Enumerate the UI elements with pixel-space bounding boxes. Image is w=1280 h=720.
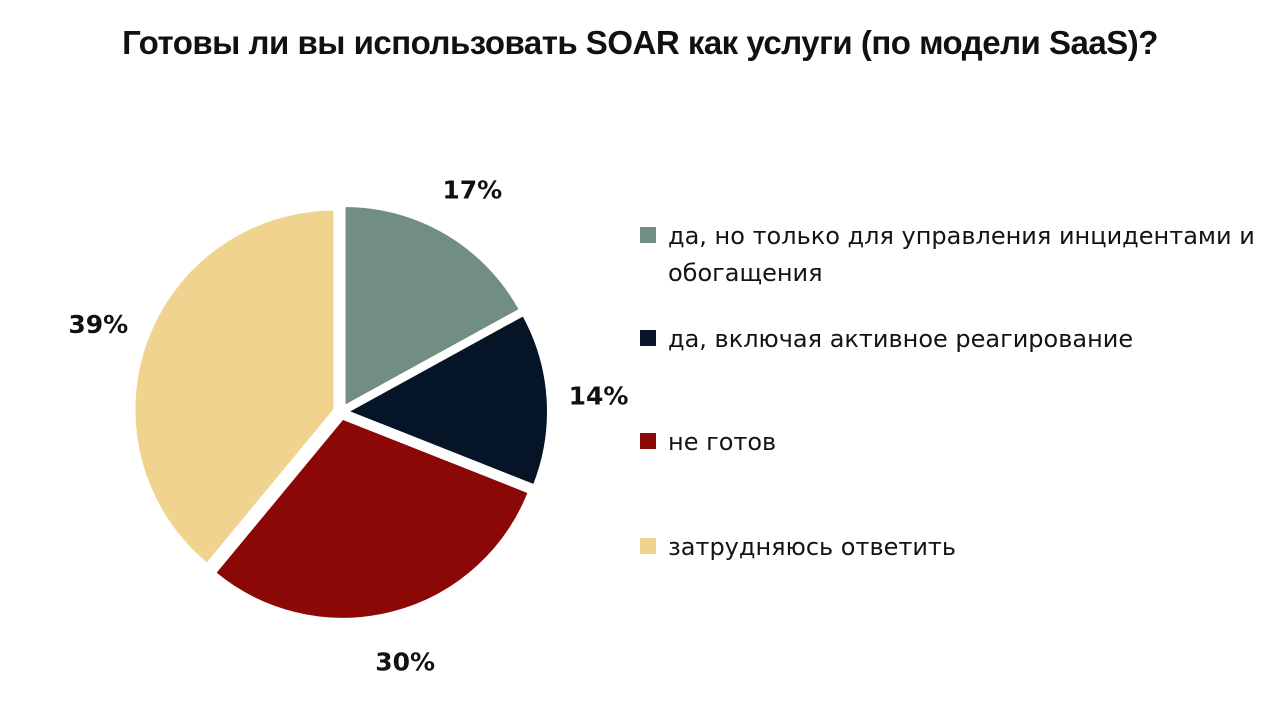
legend-item-incidents: да, но только для управления инцидентами… bbox=[640, 218, 1260, 292]
pie-label-active-response: 14% bbox=[569, 381, 629, 410]
pie-label-not-ready: 30% bbox=[375, 647, 435, 676]
legend-swatch-not-ready bbox=[640, 433, 656, 449]
legend-item-hard-to-answer: затрудняюсь ответить bbox=[640, 529, 1260, 566]
chart-title: Готовы ли вы использовать SOAR как услуг… bbox=[122, 24, 1158, 61]
legend-item-not-ready: не готов bbox=[640, 424, 1260, 461]
pie-label-incidents: 17% bbox=[442, 175, 502, 204]
pie-slice-incidents bbox=[343, 204, 522, 408]
pie-slice-not-ready bbox=[213, 417, 530, 620]
pie-slice-hard-to-answer bbox=[133, 208, 336, 566]
pie-slice-active-response bbox=[345, 313, 549, 487]
legend-label-active-response: да, включая активное реагирование bbox=[668, 325, 1134, 353]
legend-swatch-incidents bbox=[640, 227, 656, 243]
legend-label-not-ready: не готов bbox=[668, 428, 777, 456]
legend-label-hard-to-answer: затрудняюсь ответить bbox=[668, 533, 957, 561]
legend-item-active-response: да, включая активное реагирование bbox=[640, 321, 1260, 358]
legend-swatch-hard-to-answer bbox=[640, 538, 656, 554]
legend-swatch-active-response bbox=[640, 330, 656, 346]
pie-label-hard-to-answer: 39% bbox=[68, 310, 128, 339]
legend-label-incidents: да, но только для управления инцидентами… bbox=[668, 222, 1255, 287]
